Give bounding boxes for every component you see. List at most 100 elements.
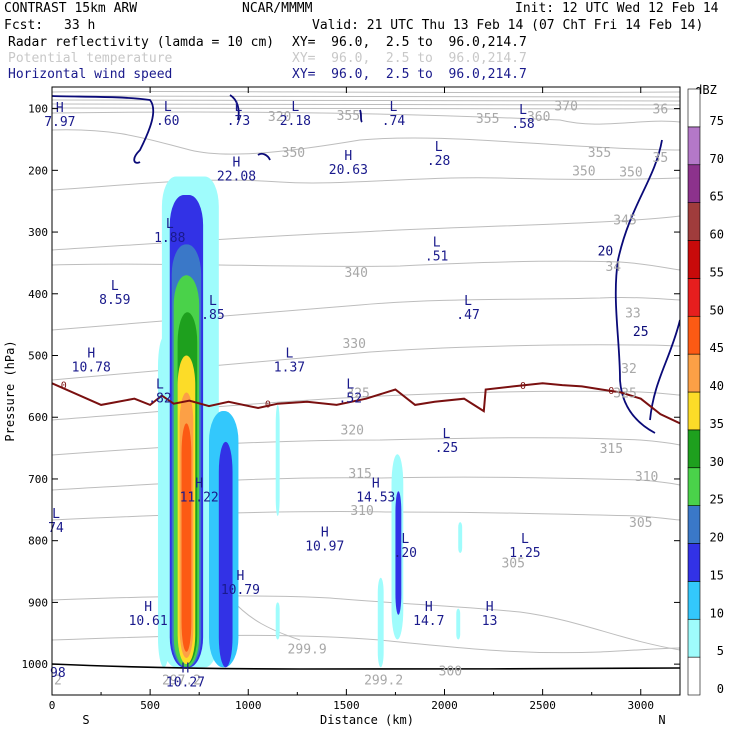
x-tick-label: 500 — [140, 699, 160, 712]
extremum-value: 1.37 — [274, 361, 305, 376]
extremum-value: .85 — [201, 308, 224, 323]
extremum-type: L — [52, 507, 60, 522]
colorbar-swatch — [687, 315, 701, 355]
freezing-level-line — [52, 382, 680, 425]
extremum-type: L — [464, 294, 472, 309]
extremum-value: .25 — [435, 441, 458, 456]
extremum-type: L — [435, 140, 443, 155]
colorbar-swatch — [687, 618, 701, 658]
extremum-type: L — [286, 347, 294, 362]
x-tick-label: 2500 — [529, 699, 556, 712]
y-tick-label: 1000 — [22, 658, 49, 671]
theta-contour-line — [52, 99, 680, 102]
extremum-value: .58 — [511, 117, 534, 132]
colorbar-swatch — [687, 543, 701, 582]
freezing-level-label: 0 — [608, 386, 614, 397]
theta-contour-line — [52, 107, 680, 110]
theta-contour-label: 345 — [613, 214, 636, 229]
colorbar-level-label: 55 — [710, 265, 724, 279]
colorbar-swatch — [687, 656, 701, 696]
colorbar-level-label: 15 — [710, 568, 724, 582]
theta-contour-label: 315 — [348, 467, 371, 482]
extremum-value: 11.22 — [180, 490, 219, 505]
reflectivity-cell — [458, 522, 463, 554]
theta-contour-label: 2 — [54, 674, 62, 689]
theta-contour-label: 350 — [282, 146, 305, 161]
theta-contour-label: 297.2 — [162, 674, 201, 689]
colorbar-level-label: 50 — [710, 303, 724, 317]
x-end-label-right: N — [658, 713, 665, 727]
extremum-value: 20.63 — [329, 163, 368, 178]
valid-time: Valid: 21 UTC Thu 13 Feb 14 (07 ChT Fri … — [312, 18, 704, 33]
extremum-value: .20 — [394, 546, 417, 561]
colorbar-level-label: 40 — [710, 379, 724, 393]
extremum-value: .74 — [382, 114, 406, 129]
y-tick-label: 900 — [28, 596, 48, 609]
colorbar-level-label: 75 — [710, 114, 724, 128]
theta-contour-label: 36 — [653, 103, 669, 118]
extremum-type: L — [166, 217, 174, 232]
extremum-value: .51 — [425, 250, 448, 265]
wind-contour-line — [229, 94, 240, 121]
extremum-value: 74 — [48, 521, 64, 536]
surface-wind-line — [52, 663, 680, 670]
extrema-layer: H7.97L.60L.73L2.18L.74L.58L.28H22.08H20.… — [44, 100, 540, 691]
reflectivity-layer — [157, 176, 463, 668]
y-axis-label: Pressure (hPa) — [3, 340, 17, 441]
extremum-value: 7.97 — [44, 115, 75, 130]
x-axis-label: Distance (km) — [320, 713, 414, 727]
theta-contour-line — [52, 95, 680, 98]
field-wind-label: Horizontal wind speed — [8, 67, 173, 82]
theta-contour-label: 32 — [621, 362, 637, 377]
extremum-type: L — [164, 100, 172, 115]
field-reflectivity-label: Radar reflectivity (lamda = 10 cm) — [8, 35, 275, 50]
x-end-label-left: S — [82, 713, 89, 727]
extremum-value: 22.08 — [217, 169, 256, 184]
theta-contour-label: 35 — [653, 151, 669, 166]
x-axis: 0 500 1000 1500 2000 2500 3000 — [49, 87, 654, 712]
extremum-type: L — [519, 103, 527, 118]
reflectivity-cell — [218, 441, 233, 668]
extremum-value: .28 — [427, 154, 450, 169]
extremum-type: L — [346, 378, 354, 393]
extremum-type: L — [235, 100, 243, 115]
freezing-level-label: 0 — [61, 381, 67, 392]
wind-contour-line — [359, 109, 363, 123]
extremum-type: L — [521, 532, 529, 547]
theta-contour-line — [52, 90, 680, 94]
extremum-type: L — [390, 100, 398, 115]
init-time: Init: 12 UTC Wed 12 Feb 14 — [515, 1, 719, 16]
theta-contour-label: 360 — [527, 110, 550, 125]
y-tick-label: 500 — [28, 350, 48, 363]
reflectivity-cell — [456, 608, 461, 640]
wind-contour-line — [614, 139, 663, 434]
extremum-value: 1.88 — [154, 231, 185, 246]
wind-contour-label: 25 — [633, 325, 649, 340]
field-reflectivity-xy: XY= 96.0, 2.5 to 96.0,214.7 — [292, 35, 527, 50]
extremum-type: L — [433, 236, 441, 251]
field-theta-xy: XY= 96.0, 2.5 to 96.0,214.7 — [292, 51, 527, 66]
extremum-type: L — [156, 378, 164, 393]
y-tick-label: 800 — [28, 535, 48, 548]
colorbar-swatch — [687, 429, 701, 469]
wind-contour-line — [257, 152, 271, 161]
extremum-type: H — [372, 476, 380, 491]
extremum-type: H — [144, 600, 152, 615]
extremum-type: H — [425, 600, 433, 615]
theta-contour-label: 330 — [342, 337, 365, 352]
colorbar-level-label: 30 — [710, 455, 724, 469]
extremum-value: 8.59 — [99, 293, 130, 308]
x-tick-label: 1000 — [235, 699, 262, 712]
colorbar-level-label: 25 — [710, 493, 724, 507]
plot-frame — [51, 86, 681, 696]
colorbar-swatch — [687, 126, 701, 166]
theta-contour-label: 320 — [341, 424, 364, 439]
extremum-type: H — [87, 347, 95, 362]
theta-contour-label: 310 — [635, 470, 658, 485]
extremum-type: H — [486, 600, 494, 615]
theta-contour-label: 325 — [613, 387, 636, 402]
colorbar-swatch — [687, 202, 701, 241]
extremum-type: H — [56, 101, 64, 116]
